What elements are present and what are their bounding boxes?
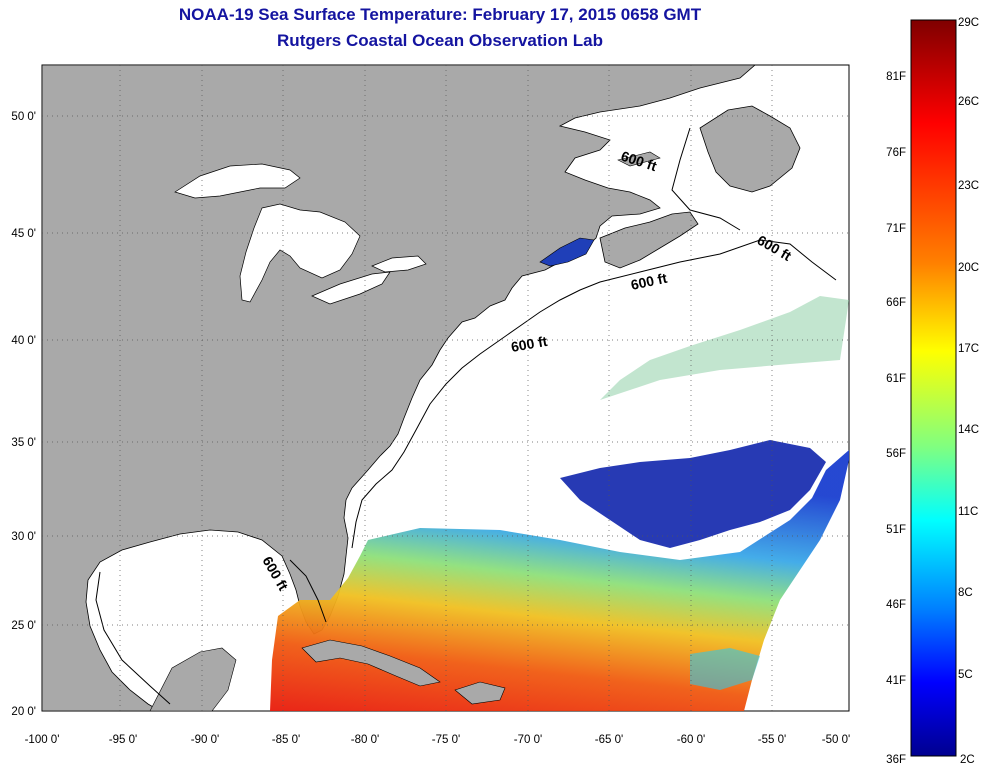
lake-ontario (371, 255, 427, 273)
lon-tick-label: -60 0' (677, 734, 705, 746)
lat-tick-label: 40 0' (11, 335, 36, 347)
colorbar-c-label: 17C (958, 343, 979, 355)
colorbar-c-label: 14C (958, 424, 979, 436)
colorbar-c-label: 20C (958, 262, 979, 274)
lat-axis: 20 0' 25 0' 30 0' 35 0' 40 0' 45 0' 50 0… (11, 111, 36, 718)
colorbar-c-label: 2C (960, 754, 975, 766)
lon-tick-label: -75 0' (432, 734, 460, 746)
lon-tick-label: -95 0' (109, 734, 137, 746)
lat-tick-label: 30 0' (11, 531, 36, 543)
colorbar-f-label: 41F (886, 675, 906, 687)
lat-tick-label: 50 0' (11, 111, 36, 123)
sst-swath-warm (270, 450, 849, 711)
lon-tick-label: -70 0' (514, 734, 542, 746)
lat-tick-label: 20 0' (11, 706, 36, 718)
colorbar-f-label: 71F (886, 223, 906, 235)
lake-superior (174, 163, 301, 199)
lon-tick-label: -65 0' (595, 734, 623, 746)
colorbar-f-label: 76F (886, 147, 906, 159)
isobath-label: 600 ft (510, 333, 549, 355)
colorbar-c-label: 29C (958, 17, 979, 29)
north-america-land (42, 65, 756, 711)
lat-tick-label: 25 0' (11, 620, 36, 632)
colorbar-f-label: 81F (886, 71, 906, 83)
lon-tick-label: -85 0' (272, 734, 300, 746)
colorbar-f-label: 66F (886, 297, 906, 309)
hispaniola (454, 681, 506, 705)
lon-tick-label: -80 0' (351, 734, 379, 746)
sst-mixed-north (600, 296, 849, 400)
lon-tick-label: -100 0' (25, 734, 60, 746)
map-title: NOAA-19 Sea Surface Temperature: Februar… (178, 5, 702, 24)
bay-of-fundy (539, 237, 595, 267)
colorbar-c-label: 23C (958, 180, 979, 192)
lon-tick-label: -90 0' (191, 734, 219, 746)
colorbar-c-label: 8C (958, 587, 973, 599)
lon-tick-label: -50 0' (822, 734, 850, 746)
colorbar-f-label: 56F (886, 448, 906, 460)
cuba (301, 639, 441, 687)
colorbar-f-label: 36F (886, 754, 906, 766)
anticosti (617, 151, 661, 167)
sst-cold-patch (560, 440, 826, 548)
colorbar-celsius-labels: 29C 26C 23C 20C 17C 14C 11C 8C 5C 2C (958, 17, 979, 766)
lat-tick-label: 45 0' (11, 228, 36, 240)
isobath-600ft (95, 127, 837, 705)
colorbar-c-label: 5C (958, 669, 973, 681)
colorbar (910, 19, 957, 757)
isobath-label: 600 ft (629, 270, 668, 293)
colorbar-fahrenheit-labels: 81F 76F 71F 66F 61F 56F 51F 46F 41F 36F (886, 71, 906, 766)
sst-cyan-band (690, 648, 760, 690)
lon-axis: -100 0' -95 0' -90 0' -85 0' -80 0' -75 … (25, 734, 851, 746)
nova-scotia (599, 211, 699, 269)
lat-tick-label: 35 0' (11, 437, 36, 449)
colorbar-c-label: 26C (958, 96, 979, 108)
lake-michigan-huron (239, 203, 361, 303)
colorbar-f-label: 51F (886, 524, 906, 536)
lake-erie (311, 271, 391, 305)
colorbar-f-label: 46F (886, 599, 906, 611)
newfoundland (699, 105, 801, 193)
lon-tick-label: -55 0' (758, 734, 786, 746)
map-subtitle: Rutgers Coastal Ocean Observation Lab (277, 31, 603, 50)
yucatan (149, 647, 237, 711)
colorbar-f-label: 61F (886, 373, 906, 385)
colorbar-c-label: 11C (958, 506, 978, 518)
